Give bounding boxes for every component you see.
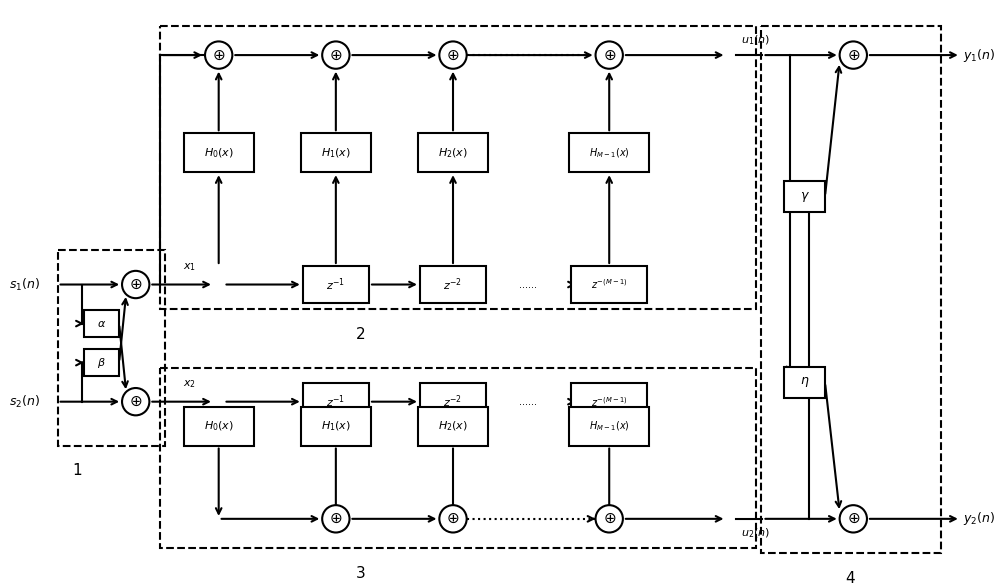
Text: $\alpha$: $\alpha$ (97, 319, 106, 329)
Text: $s_2(n)$: $s_2(n)$ (9, 393, 40, 410)
Text: $H_{M-1}(x)$: $H_{M-1}(x)$ (589, 146, 630, 159)
FancyBboxPatch shape (571, 266, 647, 303)
FancyBboxPatch shape (301, 133, 371, 172)
FancyBboxPatch shape (301, 406, 371, 446)
Text: $u_2(n)$: $u_2(n)$ (741, 527, 770, 540)
Text: ......: ...... (519, 279, 537, 289)
Circle shape (322, 505, 350, 533)
Text: $\gamma$: $\gamma$ (800, 190, 809, 203)
Circle shape (439, 41, 467, 69)
Circle shape (122, 388, 149, 415)
Text: $z^{-2}$: $z^{-2}$ (443, 276, 463, 293)
Text: $H_{M-1}(x)$: $H_{M-1}(x)$ (589, 419, 630, 433)
FancyBboxPatch shape (784, 366, 825, 397)
Text: $z^{-(M-1)}$: $z^{-(M-1)}$ (591, 278, 628, 292)
Circle shape (840, 41, 867, 69)
Text: $\oplus$: $\oplus$ (847, 512, 860, 526)
Text: $\eta$: $\eta$ (800, 375, 809, 389)
Bar (761, 26, 941, 553)
Text: $s_1(n)$: $s_1(n)$ (9, 276, 40, 293)
FancyBboxPatch shape (418, 133, 488, 172)
Text: $\oplus$: $\oplus$ (446, 512, 460, 526)
FancyBboxPatch shape (569, 406, 649, 446)
Bar (160, 26, 756, 309)
Text: $z^{-2}$: $z^{-2}$ (443, 393, 463, 410)
Text: $x_1$: $x_1$ (183, 261, 196, 273)
Text: $H_1(x)$: $H_1(x)$ (321, 419, 351, 433)
FancyBboxPatch shape (420, 266, 486, 303)
Circle shape (840, 505, 867, 533)
Text: $H_0(x)$: $H_0(x)$ (204, 419, 234, 433)
Text: $H_1(x)$: $H_1(x)$ (321, 146, 351, 159)
Text: $\oplus$: $\oplus$ (129, 394, 142, 409)
Text: $y_2(n)$: $y_2(n)$ (963, 510, 995, 527)
FancyBboxPatch shape (571, 383, 647, 420)
Text: $z^{-(M-1)}$: $z^{-(M-1)}$ (591, 395, 628, 409)
FancyBboxPatch shape (569, 133, 649, 172)
Text: $\oplus$: $\oplus$ (329, 48, 343, 62)
Text: 2: 2 (355, 326, 365, 342)
Text: 4: 4 (846, 570, 855, 586)
Text: $\beta$: $\beta$ (97, 356, 106, 370)
FancyBboxPatch shape (184, 406, 254, 446)
FancyBboxPatch shape (184, 133, 254, 172)
Bar (58, 250, 165, 446)
Circle shape (205, 41, 232, 69)
FancyBboxPatch shape (418, 406, 488, 446)
Text: $y_1(n)$: $y_1(n)$ (963, 46, 995, 64)
Text: $\oplus$: $\oplus$ (603, 512, 616, 526)
Text: $\oplus$: $\oplus$ (329, 512, 343, 526)
Circle shape (596, 505, 623, 533)
FancyBboxPatch shape (420, 383, 486, 420)
Text: 3: 3 (355, 566, 365, 581)
Circle shape (122, 271, 149, 298)
Text: $\oplus$: $\oplus$ (446, 48, 460, 62)
Text: $H_0(x)$: $H_0(x)$ (204, 146, 234, 159)
Text: $u_1(n)$: $u_1(n)$ (741, 34, 770, 47)
Text: $x_2$: $x_2$ (183, 378, 196, 390)
Text: $z^{-1}$: $z^{-1}$ (326, 276, 345, 293)
Text: $H_2(x)$: $H_2(x)$ (438, 146, 468, 159)
Text: 1: 1 (72, 463, 82, 478)
FancyBboxPatch shape (303, 383, 369, 420)
Text: $\oplus$: $\oplus$ (847, 48, 860, 62)
Circle shape (322, 41, 350, 69)
FancyBboxPatch shape (303, 266, 369, 303)
Text: $\oplus$: $\oplus$ (603, 48, 616, 62)
Text: $H_2(x)$: $H_2(x)$ (438, 419, 468, 433)
Bar (160, 368, 756, 548)
Circle shape (439, 505, 467, 533)
Circle shape (596, 41, 623, 69)
Text: ......: ...... (519, 397, 537, 407)
Text: $\oplus$: $\oplus$ (212, 48, 225, 62)
FancyBboxPatch shape (84, 310, 119, 338)
Text: $\oplus$: $\oplus$ (129, 277, 142, 292)
Text: $z^{-1}$: $z^{-1}$ (326, 393, 345, 410)
FancyBboxPatch shape (784, 181, 825, 212)
FancyBboxPatch shape (84, 349, 119, 376)
